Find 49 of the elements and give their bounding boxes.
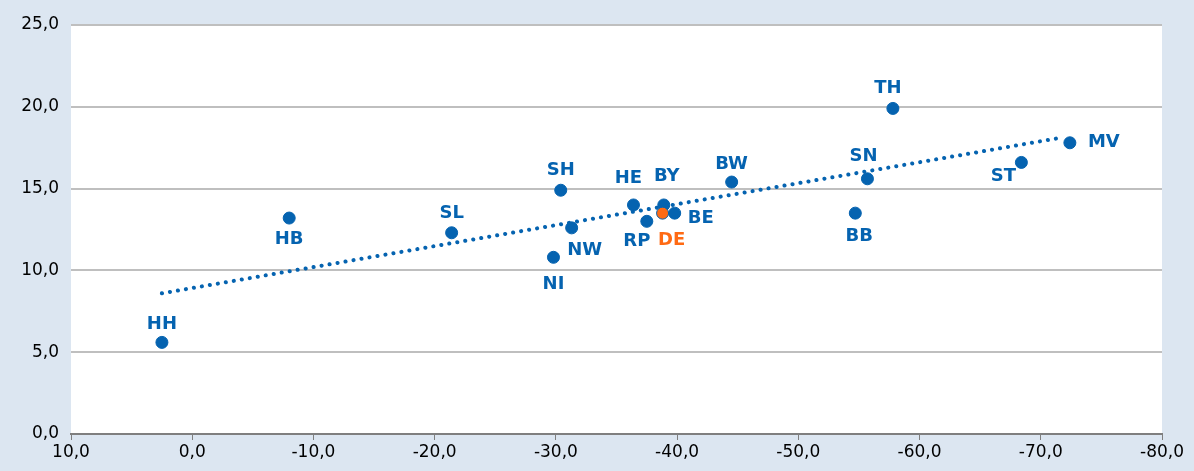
annotation: SL [439,201,464,223]
y-tick-label: 25,0 [21,13,59,34]
x-tick-label: 0,0 [178,440,206,461]
point [626,198,640,212]
point [848,206,862,220]
y-tick-label: 20,0 [21,95,59,116]
point [554,183,568,197]
annotation: HH [146,312,177,334]
x-tick-label: -50,0 [776,440,821,461]
point [656,206,670,220]
annotation: BW [715,151,749,173]
annotation: BE [687,205,714,227]
point [886,101,900,115]
x-tick-label: -20,0 [412,440,457,461]
point [640,214,654,228]
x-tick-label: -60,0 [897,440,942,461]
point [565,221,579,235]
annotation: NW [567,237,603,259]
annotation: NI [542,271,565,293]
annotation: SN [849,144,878,166]
annotation: ST [990,164,1017,186]
annotation: BY [653,163,681,185]
x-tick-label: -70,0 [1018,440,1063,461]
point [1063,136,1077,150]
annotation: HB [274,226,304,248]
point [546,250,560,264]
y-tick-label: 15,0 [21,177,59,198]
y-tick-label: 5,0 [31,340,59,361]
annotation: RP [623,228,651,250]
point [1014,155,1028,169]
x-tick-label: -10,0 [291,440,336,461]
annotation: SH [546,157,575,179]
point [445,226,459,240]
annotation: MV [1087,130,1120,152]
annotation: HE [614,165,643,187]
point [725,175,739,189]
point [668,206,682,220]
x-tick-label: -40,0 [655,440,700,461]
x-tick-label: 10,0 [52,440,90,461]
y-tick-label: 10,0 [21,258,59,279]
x-tick-label: -30,0 [533,440,578,461]
point [860,172,874,186]
point [282,211,296,225]
y-tick-label: 0,0 [31,422,59,443]
x-tick-label: -80,0 [1140,440,1184,461]
point [155,335,169,349]
annotation: DE [657,227,686,249]
annotation: BB [845,223,874,245]
annotation: TH [874,76,902,98]
